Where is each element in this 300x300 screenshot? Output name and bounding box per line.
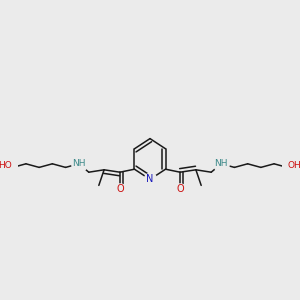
Text: HO: HO [0,161,12,170]
Text: N: N [146,174,154,184]
Text: NH: NH [214,159,228,168]
Text: O: O [116,184,124,194]
Text: O: O [176,184,184,194]
Text: NH: NH [72,159,86,168]
Text: OH: OH [288,161,300,170]
